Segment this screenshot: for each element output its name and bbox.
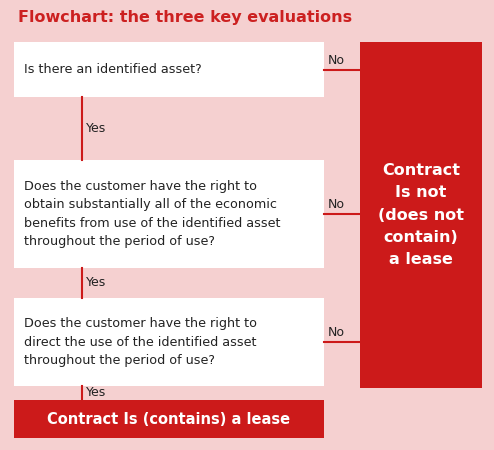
Text: No: No <box>328 198 345 211</box>
Text: Does the customer have the right to
direct the use of the identified asset
throu: Does the customer have the right to dire… <box>24 317 257 367</box>
Text: Is there an identified asset?: Is there an identified asset? <box>24 63 202 76</box>
FancyBboxPatch shape <box>360 42 482 388</box>
Text: Flowchart: the three key evaluations: Flowchart: the three key evaluations <box>18 10 352 25</box>
Text: Yes: Yes <box>86 276 106 289</box>
Text: No: No <box>328 326 345 339</box>
FancyBboxPatch shape <box>14 400 324 438</box>
Text: Contract
Is not
(does not
contain)
a lease: Contract Is not (does not contain) a lea… <box>378 163 464 267</box>
Text: Yes: Yes <box>86 387 106 400</box>
FancyBboxPatch shape <box>14 42 324 97</box>
Text: Yes: Yes <box>86 122 106 135</box>
Text: No: No <box>328 54 345 67</box>
Text: Contract Is (contains) a lease: Contract Is (contains) a lease <box>47 411 290 427</box>
FancyBboxPatch shape <box>14 298 324 386</box>
FancyBboxPatch shape <box>14 160 324 268</box>
Text: Does the customer have the right to
obtain substantially all of the economic
ben: Does the customer have the right to obta… <box>24 180 281 248</box>
